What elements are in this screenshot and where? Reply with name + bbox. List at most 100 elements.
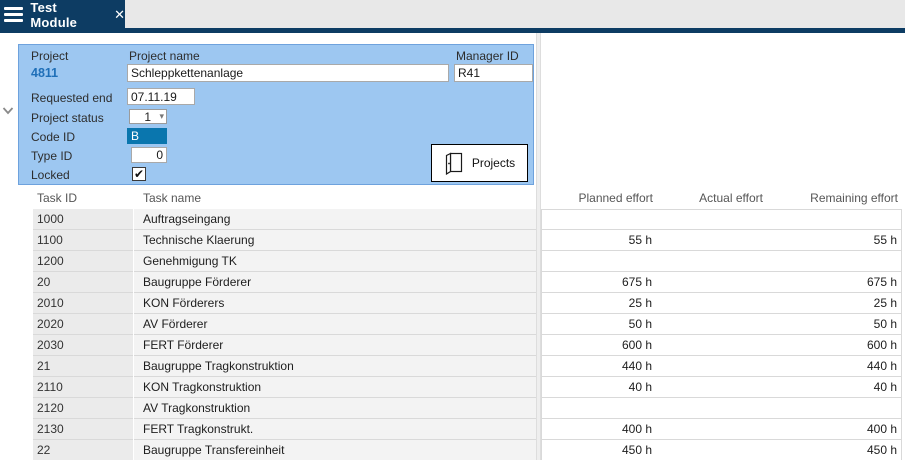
planned-effort-cell[interactable]: 440 h [541, 356, 659, 377]
task-name-cell[interactable]: FERT Tragkonstrukt. [134, 419, 536, 440]
actual-effort-cell[interactable] [658, 440, 770, 460]
remaining-effort-cell[interactable]: 40 h [769, 377, 902, 398]
remaining-effort-cell[interactable]: 450 h [769, 440, 902, 460]
task-name-cell[interactable]: Auftragseingang [134, 209, 536, 230]
manager-id-input[interactable] [454, 64, 533, 82]
actual-effort-cell[interactable] [658, 209, 770, 230]
remaining-effort-cell[interactable] [769, 209, 902, 230]
table-row[interactable]: 22 Baugruppe Transfereinheit 450 h 450 h [0, 440, 905, 460]
actual-effort-cell[interactable] [658, 251, 770, 272]
project-name-input[interactable] [127, 64, 449, 82]
task-id-cell[interactable]: 2120 [33, 398, 133, 419]
header-actual: Actual effort [699, 191, 763, 205]
type-id-input[interactable] [131, 147, 167, 163]
task-name-cell[interactable]: Genehmigung TK [134, 251, 536, 272]
actual-effort-cell[interactable] [658, 272, 770, 293]
task-name-cell[interactable]: KON Tragkonstruktion [134, 377, 536, 398]
task-id-cell[interactable]: 2030 [33, 335, 133, 356]
project-number-value[interactable]: 4811 [31, 66, 59, 80]
table-row[interactable]: 2130 FERT Tragkonstrukt. 400 h 400 h [0, 419, 905, 440]
locked-label: Locked [31, 168, 70, 182]
task-name-cell[interactable]: AV Tragkonstruktion [134, 398, 536, 419]
remaining-effort-cell[interactable]: 440 h [769, 356, 902, 377]
task-id-cell[interactable]: 1100 [33, 230, 133, 251]
table-row[interactable]: 2120 AV Tragkonstruktion [0, 398, 905, 419]
task-id-cell[interactable]: 2130 [33, 419, 133, 440]
planned-effort-cell[interactable] [541, 398, 659, 419]
type-id-label: Type ID [31, 149, 73, 163]
locked-checkbox[interactable]: ✔ [132, 167, 146, 181]
header-task-id: Task ID [37, 191, 78, 205]
actual-effort-cell[interactable] [658, 356, 770, 377]
actual-effort-cell[interactable] [658, 419, 770, 440]
table-row[interactable]: 1000 Auftragseingang [0, 209, 905, 230]
menu-icon[interactable] [4, 4, 24, 25]
task-name-cell[interactable]: Baugruppe Transfereinheit [134, 440, 536, 460]
actual-effort-cell[interactable] [658, 398, 770, 419]
table-row[interactable]: 2020 AV Förderer 50 h 50 h [0, 314, 905, 335]
task-id-cell[interactable]: 1000 [33, 209, 133, 230]
task-id-cell[interactable]: 2110 [33, 377, 133, 398]
header-remaining: Remaining effort [810, 191, 898, 205]
code-id-label: Code ID [31, 130, 76, 144]
tab-bar: Test Module ✕ [0, 0, 905, 33]
planned-effort-cell[interactable]: 40 h [541, 377, 659, 398]
planned-effort-cell[interactable] [541, 209, 659, 230]
task-name-cell[interactable]: Technische Klaerung [134, 230, 536, 251]
project-name-label: Project name [129, 49, 200, 63]
actual-effort-cell[interactable] [658, 293, 770, 314]
actual-effort-cell[interactable] [658, 335, 770, 356]
planned-effort-cell[interactable]: 400 h [541, 419, 659, 440]
planned-effort-cell[interactable]: 600 h [541, 335, 659, 356]
planned-effort-cell[interactable] [541, 251, 659, 272]
chevron-down-icon[interactable] [2, 106, 16, 120]
task-id-cell[interactable]: 20 [33, 272, 133, 293]
remaining-effort-cell[interactable] [769, 251, 902, 272]
planned-effort-cell[interactable]: 50 h [541, 314, 659, 335]
pane-splitter[interactable] [536, 33, 541, 460]
task-id-cell[interactable]: 2010 [33, 293, 133, 314]
planned-effort-cell[interactable]: 450 h [541, 440, 659, 460]
project-status-value: 1 [144, 109, 152, 124]
task-id-cell[interactable]: 21 [33, 356, 133, 377]
table-row[interactable]: 2030 FERT Förderer 600 h 600 h [0, 335, 905, 356]
remaining-effort-cell[interactable]: 675 h [769, 272, 902, 293]
projects-button[interactable]: Projects [431, 144, 528, 182]
remaining-effort-cell[interactable]: 55 h [769, 230, 902, 251]
task-name-cell[interactable]: Baugruppe Förderer [134, 272, 536, 293]
tab-test-module[interactable]: Test Module ✕ [0, 0, 125, 33]
task-id-cell[interactable]: 2020 [33, 314, 133, 335]
remaining-effort-cell[interactable] [769, 398, 902, 419]
task-name-cell[interactable]: KON Förderers [134, 293, 536, 314]
actual-effort-cell[interactable] [658, 230, 770, 251]
task-id-cell[interactable]: 22 [33, 440, 133, 460]
table-row[interactable]: 20 Baugruppe Förderer 675 h 675 h [0, 272, 905, 293]
actual-effort-cell[interactable] [658, 377, 770, 398]
remaining-effort-cell[interactable]: 600 h [769, 335, 902, 356]
task-name-cell[interactable]: FERT Förderer [134, 335, 536, 356]
tab-bar-empty-area [125, 0, 905, 28]
code-id-field[interactable]: B [127, 128, 167, 144]
table-row[interactable]: 21 Baugruppe Tragkonstruktion 440 h 440 … [0, 356, 905, 377]
table-row[interactable]: 1100 Technische Klaerung 55 h 55 h [0, 230, 905, 251]
planned-effort-cell[interactable]: 55 h [541, 230, 659, 251]
actual-effort-cell[interactable] [658, 314, 770, 335]
table-row[interactable]: 2010 KON Förderers 25 h 25 h [0, 293, 905, 314]
table-row[interactable]: 1200 Genehmigung TK [0, 251, 905, 272]
task-name-cell[interactable]: AV Förderer [134, 314, 536, 335]
task-id-cell[interactable]: 1200 [33, 251, 133, 272]
task-name-cell[interactable]: Baugruppe Tragkonstruktion [134, 356, 536, 377]
projects-button-label: Projects [471, 156, 516, 170]
planned-effort-cell[interactable]: 675 h [541, 272, 659, 293]
planned-effort-cell[interactable]: 25 h [541, 293, 659, 314]
project-status-select[interactable]: 1 ▾ [129, 109, 167, 124]
remaining-effort-cell[interactable]: 400 h [769, 419, 902, 440]
requested-end-input[interactable] [127, 88, 195, 105]
header-task-name: Task name [143, 191, 202, 205]
remaining-effort-cell[interactable]: 25 h [769, 293, 902, 314]
table-row[interactable]: 2110 KON Tragkonstruktion 40 h 40 h [0, 377, 905, 398]
close-icon[interactable]: ✕ [114, 6, 125, 22]
remaining-effort-cell[interactable]: 50 h [769, 314, 902, 335]
door-icon [444, 151, 464, 175]
tab-bar-underline [0, 28, 905, 33]
